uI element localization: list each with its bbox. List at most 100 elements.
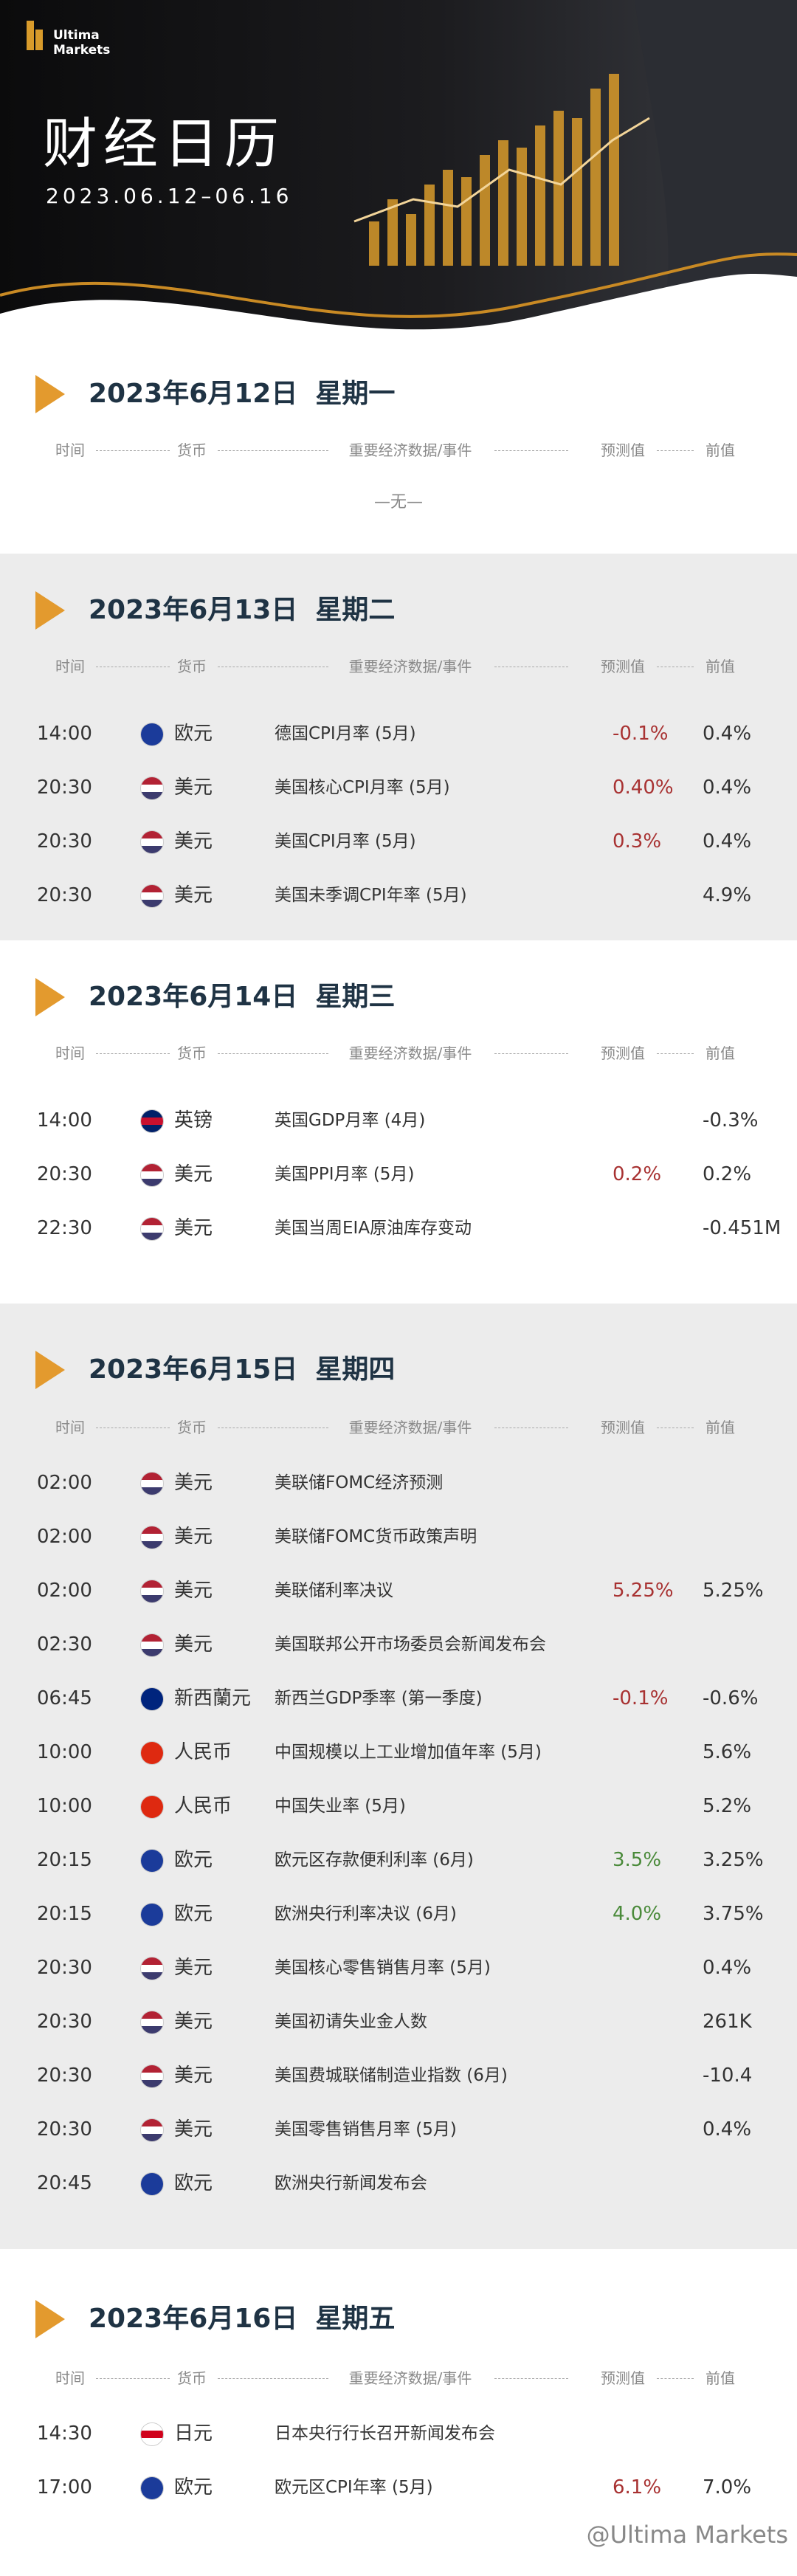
currency: 欧元	[174, 2476, 213, 2498]
currency: 美元	[174, 2011, 213, 2033]
day-weekday: 星期五	[315, 2304, 396, 2334]
event-name: 中国规模以上工业增加值年率 (5月)	[275, 1743, 542, 1762]
time: 10:00	[37, 1795, 92, 1817]
time: 14:00	[37, 1109, 92, 1132]
day-title: 2023年6月12日 星期一	[89, 376, 395, 413]
previous: 3.25%	[703, 1849, 764, 1871]
currency: 美元	[174, 776, 213, 799]
column-divider	[96, 450, 170, 451]
currency: 美元	[174, 2064, 213, 2087]
column-label: 货币	[177, 441, 207, 459]
event-name: 德国CPI月率 (5月)	[275, 724, 416, 743]
time: 17:00	[37, 2476, 92, 2498]
event-name: 美国PPI月率 (5月)	[275, 1165, 415, 1184]
column-label: 前值	[705, 658, 735, 675]
column-label: 时间	[55, 1419, 85, 1436]
time: 20:30	[37, 2011, 92, 2033]
event-name: 美联储FOMC货币政策声明	[275, 1527, 477, 1546]
event-name: 中国失业率 (5月)	[275, 1797, 406, 1816]
event-row: 06:45 新西蘭元 新西兰GDP季率 (第一季度) -0.1% -0.6%	[0, 1676, 797, 1721]
currency-flag	[140, 2118, 164, 2142]
currency: 美元	[174, 1163, 213, 1185]
currency: 英镑	[174, 1109, 213, 1132]
currency-flag	[140, 1580, 164, 1603]
day-weekday: 星期四	[315, 1354, 396, 1385]
watermark: @Ultima Markets	[586, 2521, 788, 2549]
day-title: 2023年6月14日 星期三	[89, 979, 395, 1016]
currency-flag	[140, 2064, 164, 2088]
event-name: 美联储利率决议	[275, 1581, 393, 1600]
brand-line: Markets	[53, 43, 111, 58]
currency: 美元	[174, 2118, 213, 2141]
column-label: 货币	[177, 658, 207, 675]
column-divider	[218, 2378, 328, 2379]
day-weekday: 星期二	[315, 595, 396, 625]
event-name: 美联储FOMC经济预测	[275, 1473, 444, 1492]
time: 02:00	[37, 1472, 92, 1494]
column-label: 重要经济数据/事件	[348, 1044, 472, 1062]
event-name: 欧元区CPI年率 (5月)	[275, 2478, 433, 2497]
column-label: 货币	[177, 2369, 207, 2387]
day-weekday: 星期一	[315, 379, 396, 409]
time: 06:45	[37, 1687, 92, 1709]
time: 20:30	[37, 1957, 92, 1979]
day-icon	[35, 375, 65, 413]
forecast: 4.0%	[613, 1903, 662, 1925]
currency: 美元	[174, 1957, 213, 1979]
column-divider	[96, 2378, 170, 2379]
column-label: 前值	[705, 1419, 735, 1436]
event-row: 14:00 英镑 英国GDP月率 (4月) -0.3%	[0, 1098, 797, 1143]
time: 20:30	[37, 1163, 92, 1185]
day-section: 2023年6月14日 星期三 时间 货币 重要经济数据/事件 预测值 前值 14:00 英镑 英国…	[0, 940, 797, 1304]
day-date: 2023年6月14日	[89, 982, 298, 1012]
currency-flag	[140, 884, 164, 908]
column-label: 预测值	[601, 1044, 645, 1062]
event-row: 10:00 人民币 中国规模以上工业增加值年率 (5月) 5.6%	[0, 1730, 797, 1774]
column-label: 时间	[55, 441, 85, 459]
column-divider	[96, 1053, 170, 1054]
brand: Ultima Markets	[53, 28, 110, 58]
brand-line: Ultima	[53, 28, 100, 43]
day-section: 2023年6月12日 星期一 时间 货币 重要经济数据/事件 预测值 前值 —无—	[0, 337, 797, 554]
currency-flag	[140, 1163, 164, 1187]
currency-flag	[140, 2422, 164, 2446]
column-label: 前值	[705, 441, 735, 459]
event-row: 02:30 美元 美国联邦公开市场委员会新闻发布会	[0, 1622, 797, 1667]
currency: 欧元	[174, 2172, 213, 2194]
previous: -0.3%	[703, 1109, 759, 1132]
event-row: 20:30 美元 美国零售销售月率 (5月) 0.4%	[0, 2107, 797, 2152]
previous: -10.4	[703, 2064, 753, 2087]
currency-flag	[140, 1687, 164, 1711]
event-name: 新西兰GDP季率 (第一季度)	[275, 1689, 483, 1708]
currency-flag	[140, 2172, 164, 2196]
previous: 0.4%	[703, 776, 752, 799]
currency: 欧元	[174, 1903, 213, 1925]
event-name: 欧元区存款便利利率 (6月)	[275, 1850, 474, 1870]
column-header: 时间 货币 重要经济数据/事件 预测值 前值	[44, 2367, 753, 2389]
event-name: 美国费城联储制造业指数 (6月)	[275, 2066, 508, 2085]
column-label: 重要经济数据/事件	[348, 2369, 472, 2387]
column-divider	[494, 450, 568, 451]
event-name: 美国初请失业金人数	[275, 2012, 427, 2031]
date-range: 2023.06.12–06.16	[46, 184, 293, 208]
day-icon	[35, 978, 65, 1016]
column-divider	[657, 450, 694, 451]
column-header: 时间 货币 重要经济数据/事件 预测值 前值	[44, 1042, 753, 1064]
column-header: 时间 货币 重要经济数据/事件 预测值 前值	[44, 1416, 753, 1439]
event-row: 20:30 美元 美国费城联储制造业指数 (6月) -10.4	[0, 2053, 797, 2098]
event-row: 20:30 美元 美国核心CPI月率 (5月) 0.40% 0.4%	[0, 765, 797, 810]
event-row: 20:30 美元 美国未季调CPI年率 (5月) 4.9%	[0, 873, 797, 917]
previous: 5.25%	[703, 1580, 764, 1602]
event-row: 20:30 美元 美国核心零售销售月率 (5月) 0.4%	[0, 1946, 797, 1990]
column-label: 预测值	[601, 658, 645, 675]
currency: 人民币	[174, 1795, 232, 1817]
day-icon	[35, 591, 65, 630]
previous: 7.0%	[703, 2476, 752, 2498]
currency-flag	[140, 1957, 164, 1980]
time: 20:30	[37, 830, 92, 853]
column-label: 货币	[177, 1044, 207, 1062]
currency: 新西蘭元	[174, 1687, 252, 1709]
column-label: 货币	[177, 1419, 207, 1436]
time: 20:15	[37, 1849, 92, 1871]
